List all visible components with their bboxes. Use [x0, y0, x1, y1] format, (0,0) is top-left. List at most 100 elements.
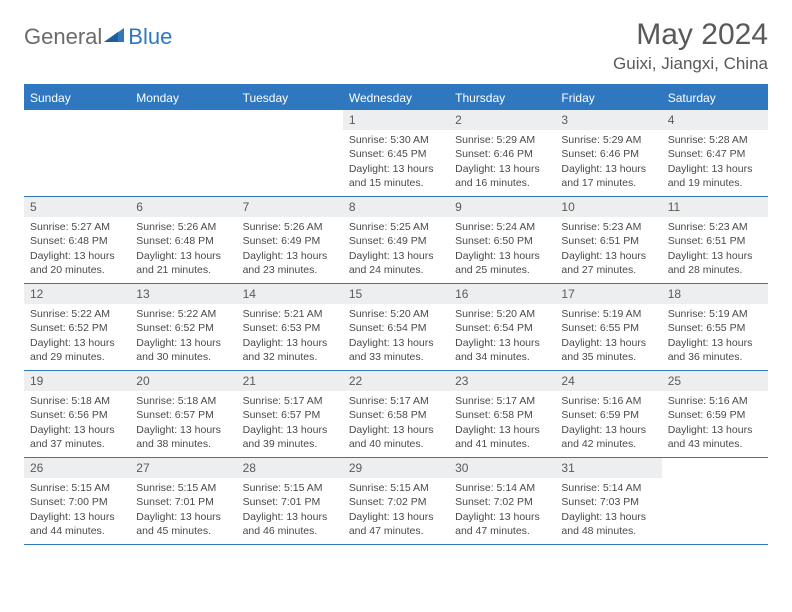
day-number: 16 [449, 284, 555, 304]
daylight-text: Daylight: 13 hours and 28 minutes. [668, 249, 762, 277]
day-number: 3 [555, 110, 661, 130]
day-body: Sunrise: 5:18 AMSunset: 6:57 PMDaylight:… [130, 391, 236, 457]
day-cell: 3Sunrise: 5:29 AMSunset: 6:46 PMDaylight… [555, 110, 661, 196]
week-row: 5Sunrise: 5:27 AMSunset: 6:48 PMDaylight… [24, 197, 768, 284]
sunset-text: Sunset: 6:49 PM [243, 234, 337, 248]
sunrise-text: Sunrise: 5:29 AM [561, 133, 655, 147]
sunrise-text: Sunrise: 5:15 AM [243, 481, 337, 495]
daylight-text: Daylight: 13 hours and 21 minutes. [136, 249, 230, 277]
sunrise-text: Sunrise: 5:26 AM [136, 220, 230, 234]
sunset-text: Sunset: 6:56 PM [30, 408, 124, 422]
day-cell: 12Sunrise: 5:22 AMSunset: 6:52 PMDayligh… [24, 284, 130, 370]
day-body [237, 114, 343, 123]
day-cell: 25Sunrise: 5:16 AMSunset: 6:59 PMDayligh… [662, 371, 768, 457]
day-body: Sunrise: 5:21 AMSunset: 6:53 PMDaylight:… [237, 304, 343, 370]
day-body: Sunrise: 5:17 AMSunset: 6:57 PMDaylight:… [237, 391, 343, 457]
day-body: Sunrise: 5:22 AMSunset: 6:52 PMDaylight:… [130, 304, 236, 370]
sunset-text: Sunset: 6:52 PM [136, 321, 230, 335]
day-cell [130, 110, 236, 196]
daylight-text: Daylight: 13 hours and 27 minutes. [561, 249, 655, 277]
day-number: 22 [343, 371, 449, 391]
sunset-text: Sunset: 6:51 PM [668, 234, 762, 248]
daylight-text: Daylight: 13 hours and 15 minutes. [349, 162, 443, 190]
day-body: Sunrise: 5:15 AMSunset: 7:02 PMDaylight:… [343, 478, 449, 544]
day-body: Sunrise: 5:15 AMSunset: 7:01 PMDaylight:… [130, 478, 236, 544]
day-cell: 31Sunrise: 5:14 AMSunset: 7:03 PMDayligh… [555, 458, 661, 544]
daylight-text: Daylight: 13 hours and 16 minutes. [455, 162, 549, 190]
day-cell: 6Sunrise: 5:26 AMSunset: 6:48 PMDaylight… [130, 197, 236, 283]
daylight-text: Daylight: 13 hours and 40 minutes. [349, 423, 443, 451]
day-number: 30 [449, 458, 555, 478]
day-cell: 2Sunrise: 5:29 AMSunset: 6:46 PMDaylight… [449, 110, 555, 196]
day-body: Sunrise: 5:29 AMSunset: 6:46 PMDaylight:… [449, 130, 555, 196]
daylight-text: Daylight: 13 hours and 25 minutes. [455, 249, 549, 277]
daylight-text: Daylight: 13 hours and 35 minutes. [561, 336, 655, 364]
day-number: 18 [662, 284, 768, 304]
day-body: Sunrise: 5:14 AMSunset: 7:02 PMDaylight:… [449, 478, 555, 544]
sunset-text: Sunset: 7:02 PM [349, 495, 443, 509]
day-body: Sunrise: 5:20 AMSunset: 6:54 PMDaylight:… [343, 304, 449, 370]
day-number: 19 [24, 371, 130, 391]
day-cell: 5Sunrise: 5:27 AMSunset: 6:48 PMDaylight… [24, 197, 130, 283]
sunrise-text: Sunrise: 5:19 AM [668, 307, 762, 321]
day-cell: 10Sunrise: 5:23 AMSunset: 6:51 PMDayligh… [555, 197, 661, 283]
week-row: 19Sunrise: 5:18 AMSunset: 6:56 PMDayligh… [24, 371, 768, 458]
daylight-text: Daylight: 13 hours and 37 minutes. [30, 423, 124, 451]
day-body [130, 114, 236, 123]
day-body: Sunrise: 5:17 AMSunset: 6:58 PMDaylight:… [343, 391, 449, 457]
daylight-text: Daylight: 13 hours and 41 minutes. [455, 423, 549, 451]
day-number: 25 [662, 371, 768, 391]
sunset-text: Sunset: 6:57 PM [243, 408, 337, 422]
day-header: Wednesday [343, 86, 449, 110]
day-cell [662, 458, 768, 544]
daylight-text: Daylight: 13 hours and 39 minutes. [243, 423, 337, 451]
calendar-page: General Blue May 2024 Guixi, Jiangxi, Ch… [0, 0, 792, 563]
day-number: 1 [343, 110, 449, 130]
day-cell: 11Sunrise: 5:23 AMSunset: 6:51 PMDayligh… [662, 197, 768, 283]
sunrise-text: Sunrise: 5:17 AM [243, 394, 337, 408]
day-number: 29 [343, 458, 449, 478]
day-number: 11 [662, 197, 768, 217]
daylight-text: Daylight: 13 hours and 47 minutes. [349, 510, 443, 538]
sunset-text: Sunset: 7:03 PM [561, 495, 655, 509]
sunset-text: Sunset: 6:48 PM [30, 234, 124, 248]
day-cell: 23Sunrise: 5:17 AMSunset: 6:58 PMDayligh… [449, 371, 555, 457]
day-number: 13 [130, 284, 236, 304]
daylight-text: Daylight: 13 hours and 33 minutes. [349, 336, 443, 364]
day-body: Sunrise: 5:26 AMSunset: 6:48 PMDaylight:… [130, 217, 236, 283]
day-cell: 26Sunrise: 5:15 AMSunset: 7:00 PMDayligh… [24, 458, 130, 544]
day-body: Sunrise: 5:23 AMSunset: 6:51 PMDaylight:… [555, 217, 661, 283]
day-cell: 27Sunrise: 5:15 AMSunset: 7:01 PMDayligh… [130, 458, 236, 544]
day-body: Sunrise: 5:19 AMSunset: 6:55 PMDaylight:… [555, 304, 661, 370]
day-number: 7 [237, 197, 343, 217]
day-body: Sunrise: 5:16 AMSunset: 6:59 PMDaylight:… [555, 391, 661, 457]
sunrise-text: Sunrise: 5:20 AM [349, 307, 443, 321]
day-number: 4 [662, 110, 768, 130]
daylight-text: Daylight: 13 hours and 23 minutes. [243, 249, 337, 277]
day-number: 27 [130, 458, 236, 478]
day-header: Thursday [449, 86, 555, 110]
sunrise-text: Sunrise: 5:25 AM [349, 220, 443, 234]
daylight-text: Daylight: 13 hours and 47 minutes. [455, 510, 549, 538]
day-body: Sunrise: 5:15 AMSunset: 7:01 PMDaylight:… [237, 478, 343, 544]
daylight-text: Daylight: 13 hours and 30 minutes. [136, 336, 230, 364]
day-cell: 20Sunrise: 5:18 AMSunset: 6:57 PMDayligh… [130, 371, 236, 457]
day-number: 28 [237, 458, 343, 478]
sunset-text: Sunset: 6:55 PM [561, 321, 655, 335]
sunrise-text: Sunrise: 5:16 AM [668, 394, 762, 408]
day-body [24, 114, 130, 123]
sunset-text: Sunset: 7:02 PM [455, 495, 549, 509]
sunrise-text: Sunrise: 5:22 AM [30, 307, 124, 321]
daylight-text: Daylight: 13 hours and 34 minutes. [455, 336, 549, 364]
page-header: General Blue May 2024 Guixi, Jiangxi, Ch… [24, 18, 768, 74]
sunset-text: Sunset: 6:58 PM [349, 408, 443, 422]
day-body: Sunrise: 5:23 AMSunset: 6:51 PMDaylight:… [662, 217, 768, 283]
sunrise-text: Sunrise: 5:21 AM [243, 307, 337, 321]
day-number: 12 [24, 284, 130, 304]
day-number: 14 [237, 284, 343, 304]
sunrise-text: Sunrise: 5:18 AM [136, 394, 230, 408]
day-cell: 19Sunrise: 5:18 AMSunset: 6:56 PMDayligh… [24, 371, 130, 457]
daylight-text: Daylight: 13 hours and 38 minutes. [136, 423, 230, 451]
week-row: 1Sunrise: 5:30 AMSunset: 6:45 PMDaylight… [24, 110, 768, 197]
day-body: Sunrise: 5:22 AMSunset: 6:52 PMDaylight:… [24, 304, 130, 370]
